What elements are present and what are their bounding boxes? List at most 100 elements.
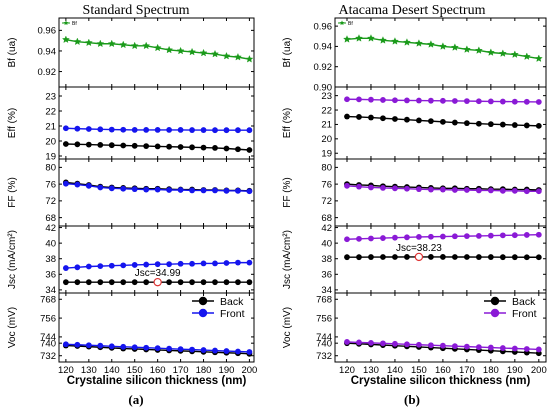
data-point [524,188,530,194]
data-point [512,346,518,352]
y-tick-label: 19 [321,149,332,160]
y-axis-label: Jsc (mA/cm²) [282,230,293,289]
data-point [189,144,195,150]
data-point [235,260,241,266]
data-point [247,349,253,355]
data-point [120,279,126,285]
data-point [74,182,80,188]
data-point [189,48,196,55]
data-point [235,54,242,61]
y-axis-label: Eff (%) [7,108,18,138]
data-point [120,143,126,149]
data-point [464,344,470,350]
data-point [63,265,69,271]
data-point [97,263,103,269]
data-point [536,254,542,260]
data-point [155,187,161,193]
data-point [427,41,434,48]
data-point [212,279,218,285]
data-point [488,99,494,105]
y-tick-label: 22 [321,105,332,116]
legend-label: Bf [72,21,77,27]
y-tick-label: 756 [40,313,56,324]
data-point [416,40,423,47]
data-point [404,39,411,46]
x-axis-label: Crystaline silicon thickness (nm) [351,375,531,387]
data-point [404,97,410,103]
legend-label: Bf [348,21,353,27]
series-front [63,125,252,133]
data-point [524,99,530,105]
data-point [344,339,350,345]
data-point [166,46,173,53]
data-point [416,98,422,104]
figure-caption: (b) [404,392,420,407]
data-point [224,260,230,266]
data-point [178,144,184,150]
data-point [524,232,530,238]
data-point [63,181,69,187]
y-tick-label: 38 [321,254,332,265]
data-point [235,279,241,285]
data-point [74,38,81,45]
legend-marker [199,297,207,305]
legend: Bf [338,20,353,27]
y-tick-label: 40 [321,238,332,249]
data-point [201,279,207,285]
data-point [86,264,92,270]
data-point [201,347,207,353]
data-point [356,114,362,120]
data-point [132,344,138,350]
data-point [201,260,207,266]
data-point [247,147,253,153]
data-point [224,348,230,354]
data-point [476,188,482,194]
y-axis-label: Eff (%) [282,108,293,138]
data-point [97,40,104,47]
data-point [440,234,446,240]
chart-atacama-desert-spectrum: Atacama Desert Spectrum (b) 0.900.920.94… [282,3,547,407]
annotation-label: Jsc=34.99 [135,268,181,279]
data-point [464,187,470,193]
data-point [247,260,253,266]
data-point [63,141,69,147]
data-point [499,50,506,57]
data-point [120,41,127,48]
data-point [404,234,410,240]
data-point [63,125,69,131]
data-point [488,233,494,239]
data-point [109,279,115,285]
data-point [189,188,195,194]
legend-label: Front [220,308,245,320]
data-point [463,46,470,53]
data-point [344,114,350,120]
y-tick-label: 80 [45,163,56,174]
data-point [476,233,482,239]
legend-marker [340,20,345,25]
y-tick-label: 768 [40,295,56,306]
highlighted-point [154,279,161,286]
data-point [74,126,80,132]
data-point [344,254,350,260]
data-point [524,123,530,129]
data-point [536,232,542,238]
data-point [512,122,518,128]
chart-title: Atacama Desert Spectrum [339,3,486,18]
data-point [155,345,161,351]
y-tick-label: 40 [45,238,56,249]
data-point [74,264,80,270]
data-point [155,144,161,150]
legend-marker [491,309,499,317]
data-point [535,55,542,62]
data-point [368,185,374,191]
y-tick-label: 0.94 [314,42,333,53]
data-point [246,56,253,63]
data-point [143,262,149,268]
data-point [189,261,195,267]
data-point [476,254,482,260]
y-axis-label: Bf (ua) [282,37,293,67]
y-tick-label: 744 [316,332,332,343]
data-point [368,35,375,42]
